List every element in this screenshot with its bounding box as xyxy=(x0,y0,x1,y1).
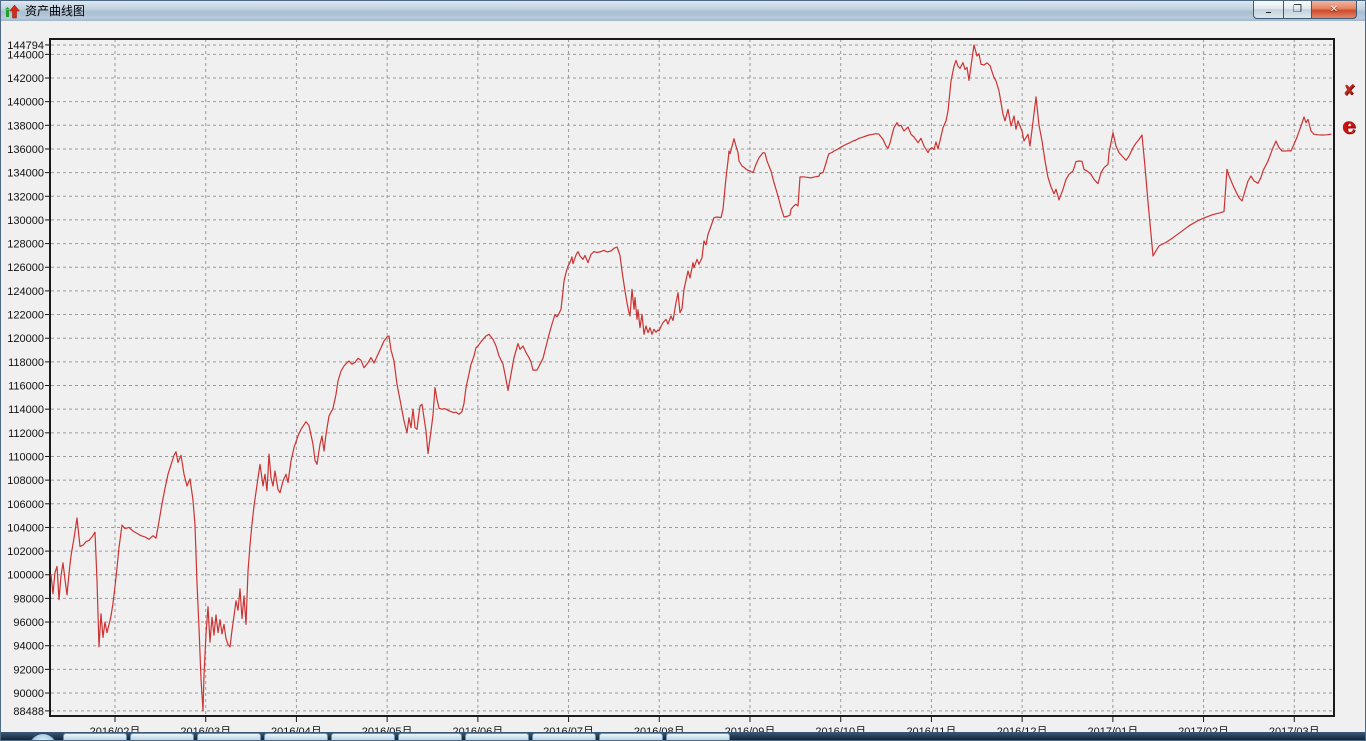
y-axis-label: 120000 xyxy=(7,333,44,345)
y-axis-label: 144794 xyxy=(7,40,44,52)
y-axis-label: 106000 xyxy=(7,499,44,511)
y-axis-label: 124000 xyxy=(7,286,44,298)
taskbar-button[interactable] xyxy=(532,733,596,740)
y-axis-label: 128000 xyxy=(7,239,44,251)
export-e-icon[interactable]: e xyxy=(1342,113,1356,139)
y-axis-label: 140000 xyxy=(7,97,44,109)
taskbar-button[interactable] xyxy=(63,733,127,740)
delete-icon[interactable]: ✘ xyxy=(1342,82,1356,99)
y-axis-label: 110000 xyxy=(8,451,44,463)
taskbar-strip[interactable] xyxy=(1,732,1365,740)
y-axis-label: 122000 xyxy=(7,310,44,322)
y-axis-label: 136000 xyxy=(7,144,44,156)
restore-button[interactable]: ❐ xyxy=(1283,1,1312,19)
y-axis-label: 96000 xyxy=(13,617,44,629)
y-axis-label: 116000 xyxy=(8,381,44,393)
y-axis-label: 94000 xyxy=(13,641,44,653)
taskbar-button[interactable] xyxy=(666,733,730,740)
plot-border xyxy=(49,38,1335,717)
y-axis-label: 104000 xyxy=(7,522,44,534)
taskbar-button[interactable] xyxy=(264,733,328,740)
y-axis-label: 100000 xyxy=(7,570,44,582)
y-axis-label: 90000 xyxy=(13,688,44,700)
y-axis-label: 92000 xyxy=(13,664,44,676)
taskbar-buttons xyxy=(63,733,733,740)
y-axis-label: 98000 xyxy=(13,593,44,605)
taskbar-button[interactable] xyxy=(465,733,529,740)
taskbar-button[interactable] xyxy=(331,733,395,740)
y-axis-label: 126000 xyxy=(7,262,44,274)
y-axis-label: 130000 xyxy=(7,215,44,227)
app-icon xyxy=(5,4,21,18)
y-axis-label: 142000 xyxy=(7,73,44,85)
chart-client-area: 144794 144000 142000 140000 138000 136000 1340… xyxy=(1,21,1366,738)
window-controls: – ❐ ✕ xyxy=(1253,1,1357,19)
window-title: 资产曲线图 xyxy=(25,4,86,18)
minimize-button[interactable]: – xyxy=(1253,1,1283,19)
y-axis-label: 132000 xyxy=(7,191,44,203)
y-axis-label: 134000 xyxy=(7,168,44,180)
y-axis-label: 112000 xyxy=(8,428,44,440)
taskbar-button[interactable] xyxy=(398,733,462,740)
y-axis-label: 114000 xyxy=(8,404,44,416)
taskbar-button[interactable] xyxy=(130,733,194,740)
close-button[interactable]: ✕ xyxy=(1312,1,1357,19)
start-orb-icon[interactable] xyxy=(29,733,57,740)
y-axis-label: 108000 xyxy=(7,475,44,487)
y-axis-label: 118000 xyxy=(8,357,44,369)
taskbar-button[interactable] xyxy=(197,733,261,740)
taskbar-button[interactable] xyxy=(599,733,663,740)
title-bar[interactable]: 资产曲线图 – ❐ ✕ xyxy=(1,1,1365,22)
y-axis-label: 88488 xyxy=(13,706,44,718)
y-axis-label: 102000 xyxy=(7,546,44,558)
y-axis-label: 138000 xyxy=(7,120,44,132)
asset-curve-line xyxy=(50,44,1332,712)
y-axis-label: 144000 xyxy=(7,49,44,61)
